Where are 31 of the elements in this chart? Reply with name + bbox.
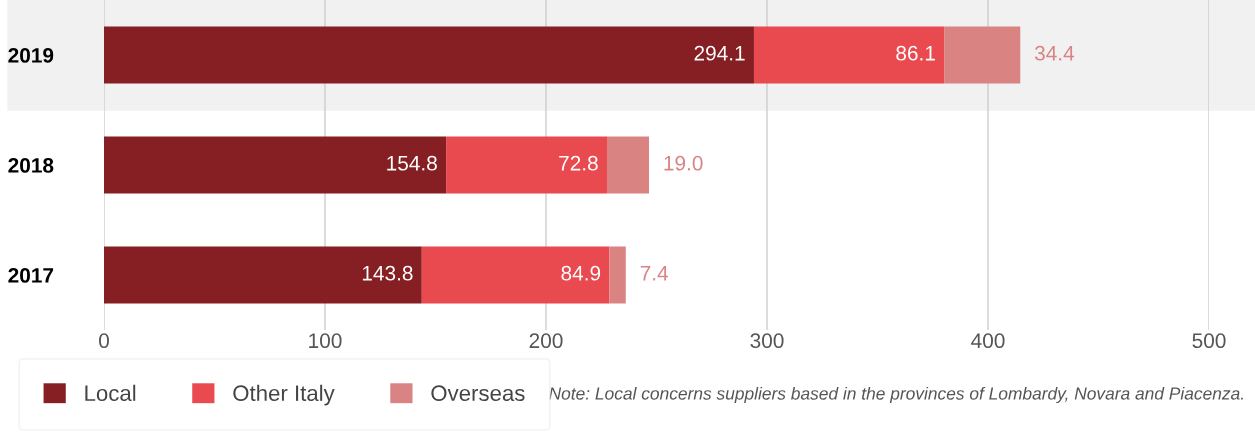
y-tick-label: 2019 [8,48,54,63]
data-label: 154.8 [387,155,437,171]
data-label: 86.1 [896,45,935,61]
data-label: 34.4 [1034,45,1075,61]
data-label: 19.0 [664,155,703,171]
x-tick-label: 0 [99,333,109,349]
bar [104,26,754,84]
bar [421,246,610,304]
data-label: 72.8 [559,155,598,171]
x-tick-label: 500 [1192,333,1226,349]
bar [609,246,626,304]
data-label: 143.8 [362,265,413,281]
data-label: 84.9 [561,265,601,281]
legend-label: Local [85,384,136,402]
legend-label: Overseas [431,385,525,402]
bar [104,136,447,194]
bar [607,136,649,194]
x-tick-label: 200 [529,333,563,349]
x-tick-label: 300 [750,333,784,349]
bar [944,26,1021,84]
y-tick-label: 2017 [8,268,54,283]
x-tick-label: 100 [309,333,342,349]
data-label: 294.1 [694,45,745,61]
bar [104,246,422,304]
data-label: 7.4 [640,266,669,281]
text: Note: Local concerns suppliers based in the provinces of Lombardy, Novara and Piacenza. [549,386,1243,404]
legend-label: Other Italy [233,384,335,406]
x-tick-label: 400 [971,333,1005,349]
y-tick-label: 2018 [8,158,54,173]
bar [753,26,945,84]
bar [446,136,607,194]
